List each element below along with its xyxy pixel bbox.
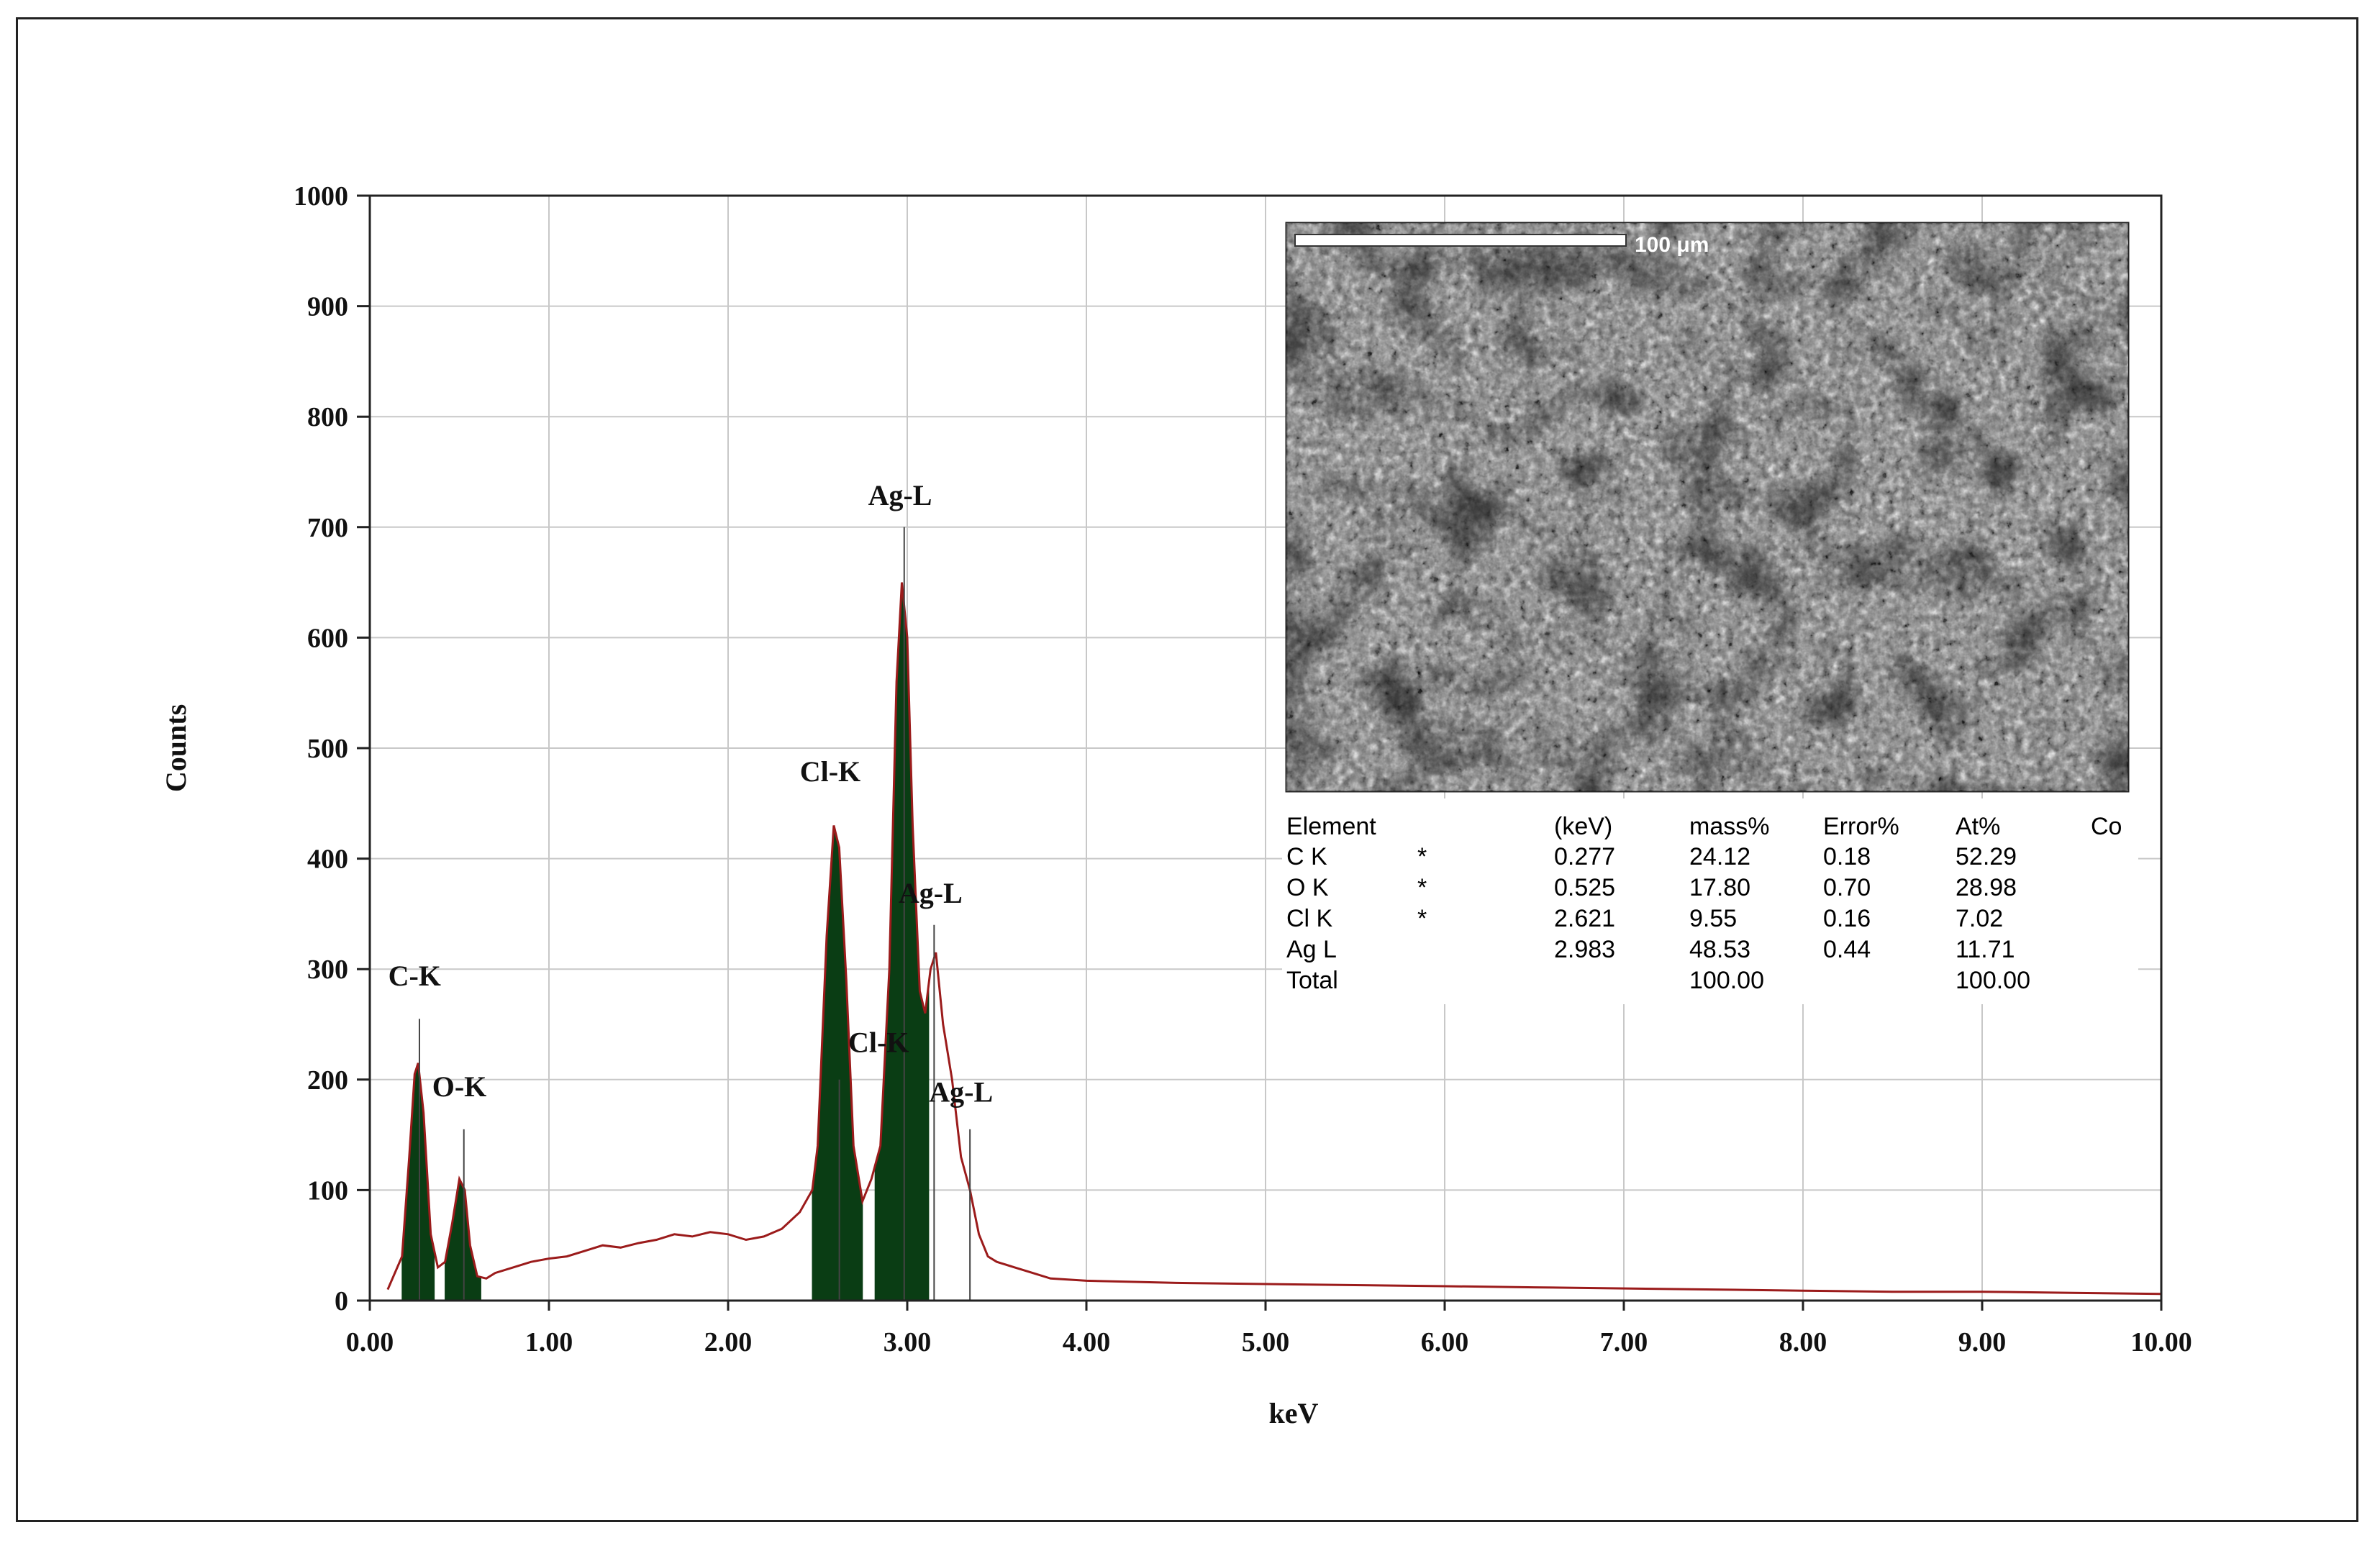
- table-cell: Ag L: [1286, 936, 1337, 963]
- y-tick-label: 100: [307, 1175, 348, 1206]
- table-background: [1282, 798, 2138, 1004]
- y-tick-labels: 0 100 200 300 400 500 600 700 800 900 1000: [294, 181, 348, 1316]
- x-tick-label: 3.00: [884, 1327, 932, 1357]
- table-cell: *: [1417, 843, 1427, 870]
- table-cell: O K: [1286, 874, 1329, 901]
- x-tick-label: 0.00: [346, 1327, 394, 1357]
- table-cell: 48.53: [1689, 936, 1750, 963]
- peak-fill-area: [445, 1178, 481, 1301]
- peak-fill-area: [812, 826, 863, 1301]
- table-cell: 2.983: [1554, 936, 1615, 963]
- table-header-cell: Error%: [1823, 813, 1899, 840]
- peak-annotations: C-K O-K Cl-K Ag-L Ag-L Cl-K Ag-L: [389, 479, 994, 1108]
- table-cell: 11.71: [1956, 936, 2015, 963]
- peak-label: Ag-L: [899, 877, 963, 909]
- table-cell: *: [1417, 874, 1427, 901]
- y-tick-label: 1000: [294, 181, 348, 211]
- scale-bar-label: 100 μm: [1635, 233, 1709, 257]
- table-cell: 52.29: [1956, 843, 2017, 870]
- peak-label: Ag-L: [868, 479, 932, 511]
- table-cell: 0.525: [1554, 874, 1615, 901]
- x-tick-label: 8.00: [1779, 1327, 1827, 1357]
- table-cell: C K: [1286, 843, 1327, 870]
- table-cell: 2.621: [1554, 905, 1615, 932]
- x-tick-label: 6.00: [1421, 1327, 1469, 1357]
- table-cell: 7.02: [1956, 905, 2003, 932]
- table-cell: 100.00: [1689, 967, 1764, 994]
- peak-label: O-K: [432, 1070, 487, 1103]
- table-header-cell: (keV): [1554, 813, 1612, 840]
- peak-markers: [418, 527, 971, 1301]
- x-tick-label: 9.00: [1958, 1327, 2007, 1357]
- table-cell: 17.80: [1689, 874, 1750, 901]
- table-cell: 0.44: [1823, 936, 1871, 963]
- sem-inset-image: 100 μm: [1285, 222, 2130, 793]
- table-cell: Total: [1286, 967, 1338, 994]
- table-cell: 0.18: [1823, 843, 1871, 870]
- x-tick-labels: 0.00 1.00 2.00 3.00 4.00 5.00 6.00 7.00 8.00 9.00…: [346, 1327, 2192, 1357]
- table-cell: 9.55: [1689, 905, 1737, 932]
- table-cell: 0.277: [1554, 843, 1615, 870]
- y-tick-label: 800: [307, 402, 348, 432]
- peak-label: Cl-K: [800, 755, 860, 788]
- x-tick-label: 1.00: [525, 1327, 573, 1357]
- y-tick-label: 300: [307, 955, 348, 985]
- table-cell: 28.98: [1956, 874, 2017, 901]
- table-cell: 100.00: [1956, 967, 2030, 994]
- y-tick-label: 600: [307, 623, 348, 653]
- x-tick-label: 5.00: [1242, 1327, 1290, 1357]
- x-tick-label: 10.00: [2130, 1327, 2192, 1357]
- quant-table: Element (keV) mass% Error% At% Co C K * 0.277 24.…: [1286, 813, 2122, 994]
- table-cell: 24.12: [1689, 843, 1750, 870]
- y-tick-label: 400: [307, 845, 348, 875]
- table-header-cell: Element: [1286, 813, 1376, 840]
- x-tick-label: 7.00: [1600, 1327, 1648, 1357]
- spectrum-line: [386, 582, 2162, 1296]
- plot-axes: [357, 194, 2163, 1311]
- peak-fill-area: [874, 582, 930, 1301]
- peak-label: C-K: [389, 960, 441, 992]
- table-header-cell: At%: [1956, 813, 2000, 840]
- x-tick-label: 2.00: [704, 1327, 753, 1357]
- table-header-cell: mass%: [1689, 813, 1769, 840]
- y-tick-label: 500: [307, 734, 348, 764]
- y-tick-label: 700: [307, 513, 348, 543]
- table-cell: 0.70: [1823, 874, 1871, 901]
- table-cell: *: [1417, 905, 1427, 932]
- y-tick-label: 0: [335, 1286, 348, 1316]
- table-header-cell: Co: [2091, 813, 2122, 840]
- x-tick-label: 4.00: [1063, 1327, 1111, 1357]
- x-axis-title: keV: [1269, 1397, 1319, 1429]
- peak-label: Cl-K: [848, 1026, 909, 1058]
- table-cell: 0.16: [1823, 905, 1871, 932]
- scale-bar: [1294, 234, 1627, 247]
- table-cell: Cl K: [1286, 905, 1333, 932]
- peak-label: Ag-L: [929, 1076, 993, 1109]
- y-tick-label: 900: [307, 292, 348, 322]
- peak-fills: [401, 582, 930, 1301]
- y-axis-title: Counts: [160, 704, 192, 792]
- y-tick-label: 200: [307, 1065, 348, 1096]
